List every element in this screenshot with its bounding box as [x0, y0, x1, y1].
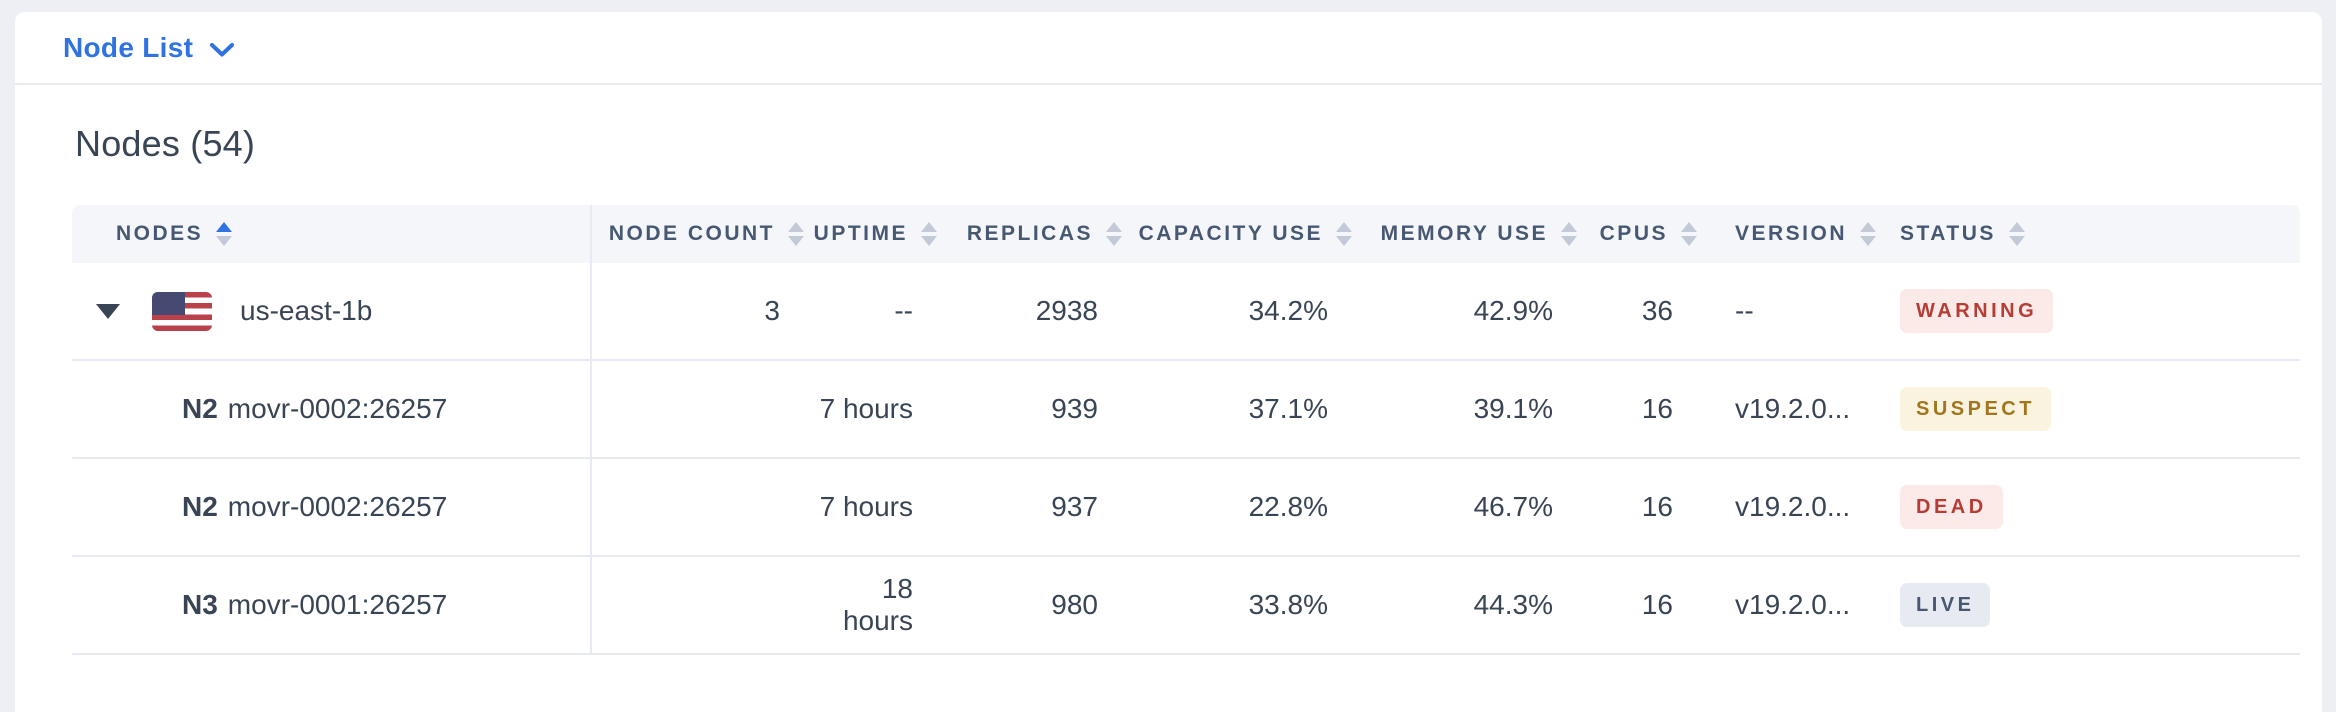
version-cell: v19.2.0... [1735, 393, 1851, 424]
status-cell: WARNING [1880, 289, 2300, 333]
column-header-capacity-use[interactable]: CAPACITY USE [1130, 205, 1360, 263]
column-header-memory-use[interactable]: MEMORY USE [1360, 205, 1585, 263]
cpus-cell: 36 [1641, 295, 1673, 326]
cpus-cell: 16 [1641, 393, 1673, 424]
node-name-cell: N3 movr-0001:26257 [72, 557, 592, 653]
status-badge: DEAD [1900, 485, 2003, 529]
node-list-dropdown[interactable]: Node List [63, 32, 235, 64]
node-id: N3 [182, 589, 218, 620]
status-cell: DEAD [1880, 485, 2300, 529]
sort-icon[interactable] [2008, 222, 2025, 246]
memory-use-cell: 44.3% [1473, 589, 1553, 620]
memory-use-cell: 39.1% [1473, 393, 1553, 424]
sort-icon[interactable] [1561, 222, 1577, 246]
page-title: Nodes (54) [75, 123, 256, 164]
replicas-cell: 980 [1051, 589, 1098, 620]
node-id: N2 [182, 491, 218, 522]
version-cell: -- [1735, 295, 1754, 326]
card-header: Node List [15, 12, 2322, 85]
uptime-cell: 7 hours [819, 491, 913, 522]
column-header-node-count[interactable]: NODE COUNT [592, 205, 812, 263]
version-cell: v19.2.0... [1735, 491, 1851, 522]
node-address: movr-0002:26257 [227, 491, 448, 522]
table-row-node[interactable]: N2 movr-0002:26257 7 hours 939 37.1% 39.… [72, 361, 2300, 459]
uptime-cell: 7 hours [819, 393, 913, 424]
node-name-cell: N2 movr-0002:26257 [72, 459, 592, 555]
column-header-version[interactable]: VERSION [1705, 205, 1880, 263]
sort-icon[interactable] [788, 222, 804, 246]
region-name: us-east-1b [240, 295, 373, 326]
column-header-cpus[interactable]: CPUS [1585, 205, 1705, 263]
node-id: N2 [182, 393, 218, 424]
column-label: CAPACITY USE [1138, 222, 1323, 245]
status-badge: SUSPECT [1900, 387, 2051, 431]
column-header-replicas[interactable]: REPLICAS [945, 205, 1130, 263]
uptime-cell: -- [894, 295, 913, 326]
node-list-dropdown-label: Node List [63, 31, 194, 63]
capacity-use-cell: 22.8% [1248, 491, 1328, 522]
replicas-cell: 939 [1051, 393, 1098, 424]
memory-use-cell: 46.7% [1473, 491, 1553, 522]
version-cell: v19.2.0... [1735, 589, 1851, 620]
status-cell: LIVE [1880, 583, 2300, 627]
status-badge: LIVE [1900, 583, 1991, 627]
card-content: Nodes (54) NODES NODE COUNT UPTIME REPLI… [15, 123, 2322, 655]
node-name-cell: N2 movr-0002:26257 [72, 361, 592, 457]
sort-icon[interactable] [216, 222, 233, 246]
cpus-cell: 16 [1641, 491, 1673, 522]
node-list-card: Node List Nodes (54) NODES NODE COUNT UP… [15, 12, 2322, 712]
replicas-cell: 937 [1051, 491, 1098, 522]
sort-icon[interactable] [1681, 222, 1697, 246]
column-label: NODE COUNT [608, 222, 775, 245]
column-label: CPUS [1599, 222, 1668, 245]
column-label: VERSION [1735, 222, 1848, 245]
replicas-cell: 2938 [1035, 295, 1098, 326]
column-header-status[interactable]: STATUS [1880, 205, 2300, 263]
table-row-region[interactable]: us-east-1b 3 -- 2938 34.2% 42.9% 36 -- W… [72, 263, 2300, 361]
cpus-cell: 16 [1641, 589, 1673, 620]
column-label: REPLICAS [966, 222, 1093, 245]
nodes-table: NODES NODE COUNT UPTIME REPLICAS CAPACIT… [72, 205, 2300, 655]
capacity-use-cell: 37.1% [1248, 393, 1328, 424]
table-header-row: NODES NODE COUNT UPTIME REPLICAS CAPACIT… [72, 205, 2300, 263]
sort-icon[interactable] [1860, 222, 1877, 246]
region-cell: us-east-1b [72, 263, 592, 359]
column-label: MEMORY USE [1380, 222, 1548, 245]
us-flag-icon [152, 291, 212, 331]
node-address: movr-0001:26257 [227, 589, 448, 620]
status-badge: WARNING [1900, 289, 2054, 333]
table-row-node[interactable]: N3 movr-0001:26257 18 hours 980 33.8% 44… [72, 557, 2300, 655]
sort-icon[interactable] [1106, 222, 1122, 246]
column-label: NODES [116, 222, 204, 245]
capacity-use-cell: 33.8% [1248, 589, 1328, 620]
chevron-down-icon [210, 42, 235, 56]
table-row-node[interactable]: N2 movr-0002:26257 7 hours 937 22.8% 46.… [72, 459, 2300, 557]
sort-icon[interactable] [1336, 222, 1352, 246]
flag-canton [152, 291, 185, 315]
column-header-nodes[interactable]: NODES [72, 205, 592, 263]
sort-icon[interactable] [921, 222, 937, 246]
capacity-use-cell: 34.2% [1248, 295, 1328, 326]
column-label: UPTIME [813, 222, 908, 245]
column-header-uptime[interactable]: UPTIME [812, 205, 945, 263]
status-cell: SUSPECT [1880, 387, 2300, 431]
node-count-cell: 3 [764, 295, 780, 326]
node-address: movr-0002:26257 [227, 393, 448, 424]
column-label: STATUS [1900, 222, 1996, 245]
memory-use-cell: 42.9% [1473, 295, 1553, 326]
uptime-cell: 18 hours [842, 573, 913, 636]
collapse-caret-icon[interactable] [96, 303, 120, 319]
